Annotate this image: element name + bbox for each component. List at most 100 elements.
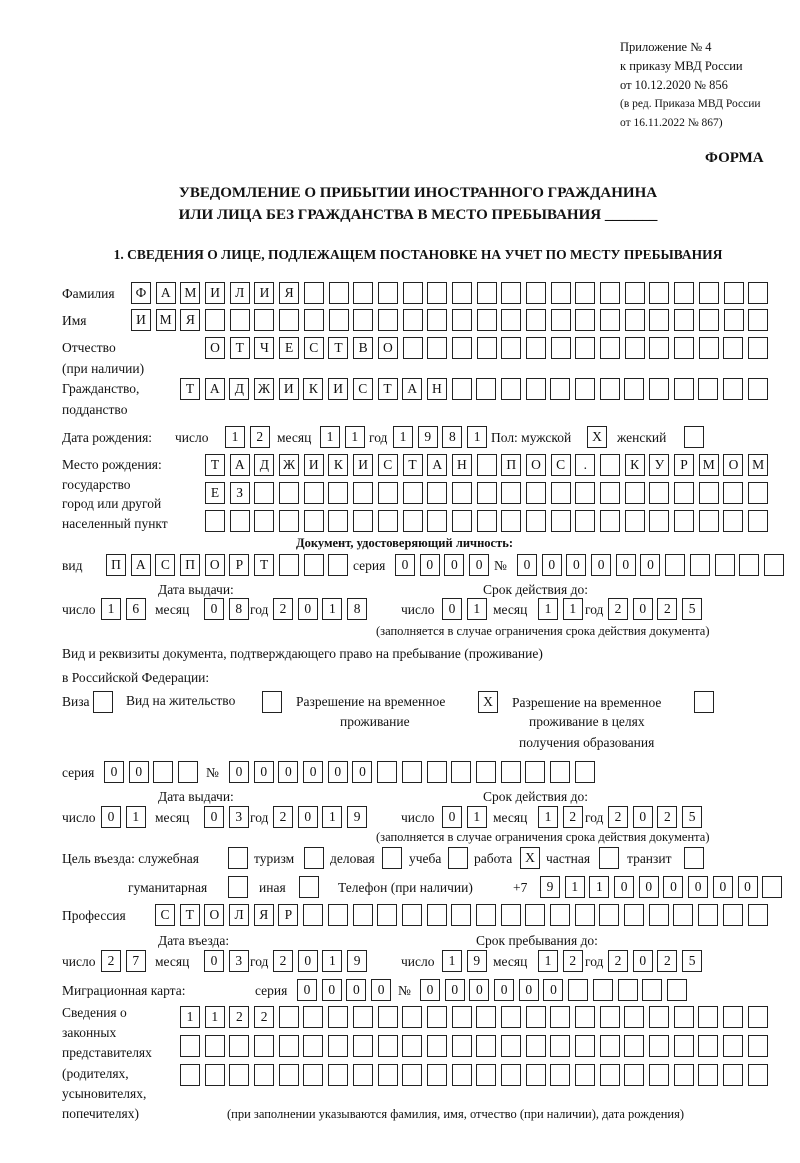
char-box[interactable]: И: [353, 454, 374, 476]
char-box[interactable]: [617, 979, 638, 1001]
char-box[interactable]: [402, 1006, 423, 1028]
char-box[interactable]: [427, 337, 448, 359]
char-box[interactable]: [698, 378, 719, 400]
char-box[interactable]: 9: [347, 806, 368, 828]
char-box[interactable]: 0: [442, 598, 462, 620]
char-box[interactable]: И: [254, 282, 275, 304]
char-box[interactable]: [599, 847, 619, 869]
char-box[interactable]: [427, 282, 448, 304]
char-box[interactable]: [451, 1006, 472, 1028]
char-box[interactable]: [501, 282, 522, 304]
char-box[interactable]: Т: [179, 904, 200, 926]
char-box[interactable]: [303, 904, 324, 926]
char-box[interactable]: 1: [589, 876, 610, 898]
char-box[interactable]: [600, 454, 620, 476]
char-box[interactable]: 1: [225, 426, 245, 448]
char-box[interactable]: [500, 1006, 521, 1028]
char-box[interactable]: Р: [278, 904, 299, 926]
char-box[interactable]: [550, 1064, 571, 1086]
char-box[interactable]: [205, 510, 225, 532]
char-box[interactable]: [451, 510, 472, 532]
char-box[interactable]: [649, 1064, 670, 1086]
char-box[interactable]: 1: [204, 1006, 225, 1028]
purpose-tourism-checkbox[interactable]: [304, 847, 324, 869]
char-box[interactable]: 5: [682, 806, 703, 828]
char-box[interactable]: [451, 904, 472, 926]
char-box[interactable]: [402, 282, 423, 304]
char-box[interactable]: 2: [562, 950, 583, 972]
char-box[interactable]: Т: [254, 554, 275, 576]
char-box[interactable]: 2: [273, 598, 293, 620]
char-box[interactable]: [501, 337, 522, 359]
char-box[interactable]: [229, 1035, 250, 1057]
char-box[interactable]: 0: [469, 979, 490, 1001]
char-box[interactable]: [723, 510, 744, 532]
char-box[interactable]: 1: [442, 950, 462, 972]
char-box[interactable]: [649, 282, 670, 304]
char-box[interactable]: [451, 1035, 472, 1057]
char-box[interactable]: 0: [469, 554, 490, 576]
purpose-humanitarian-checkbox[interactable]: [228, 876, 248, 898]
char-box[interactable]: [254, 1064, 275, 1086]
char-box[interactable]: .: [575, 454, 596, 476]
purpose-private-checkbox[interactable]: [599, 847, 619, 869]
char-box[interactable]: 1: [322, 806, 343, 828]
char-box[interactable]: У: [649, 454, 670, 476]
char-box[interactable]: [402, 337, 423, 359]
char-box[interactable]: [649, 1006, 670, 1028]
char-box[interactable]: [739, 554, 760, 576]
char-box[interactable]: [377, 761, 398, 783]
char-box[interactable]: Т: [328, 337, 349, 359]
char-box[interactable]: 2: [254, 1006, 275, 1028]
char-box[interactable]: [698, 1035, 719, 1057]
char-box[interactable]: 0: [101, 806, 121, 828]
char-box[interactable]: [723, 378, 744, 400]
char-box[interactable]: Т: [377, 378, 398, 400]
char-box[interactable]: С: [550, 454, 571, 476]
char-box[interactable]: [574, 904, 595, 926]
char-box[interactable]: К: [328, 454, 349, 476]
char-box[interactable]: Т: [229, 337, 250, 359]
char-box[interactable]: [575, 510, 596, 532]
char-box[interactable]: [748, 309, 769, 331]
char-box[interactable]: 0: [297, 598, 318, 620]
char-box[interactable]: [451, 761, 472, 783]
char-box[interactable]: [549, 761, 570, 783]
char-box[interactable]: [353, 309, 374, 331]
char-box[interactable]: И: [205, 282, 226, 304]
char-box[interactable]: [550, 482, 571, 504]
char-box[interactable]: [673, 1006, 694, 1028]
char-box[interactable]: [649, 1035, 670, 1057]
char-box[interactable]: [228, 847, 248, 869]
char-box[interactable]: [748, 337, 769, 359]
char-box[interactable]: 0: [541, 554, 562, 576]
char-box[interactable]: [352, 1006, 373, 1028]
char-box[interactable]: [500, 1035, 521, 1057]
char-box[interactable]: В: [353, 337, 374, 359]
char-box[interactable]: [674, 309, 695, 331]
char-box[interactable]: [180, 1035, 200, 1057]
char-box[interactable]: [666, 979, 687, 1001]
char-box[interactable]: Т: [180, 378, 200, 400]
char-box[interactable]: [402, 482, 423, 504]
char-box[interactable]: 9: [466, 950, 487, 972]
char-box[interactable]: [599, 1006, 620, 1028]
char-box[interactable]: [279, 482, 300, 504]
char-box[interactable]: [525, 378, 546, 400]
char-box[interactable]: [501, 482, 522, 504]
char-box[interactable]: Л: [229, 282, 250, 304]
char-box[interactable]: Р: [229, 554, 250, 576]
char-box[interactable]: [723, 1006, 744, 1028]
